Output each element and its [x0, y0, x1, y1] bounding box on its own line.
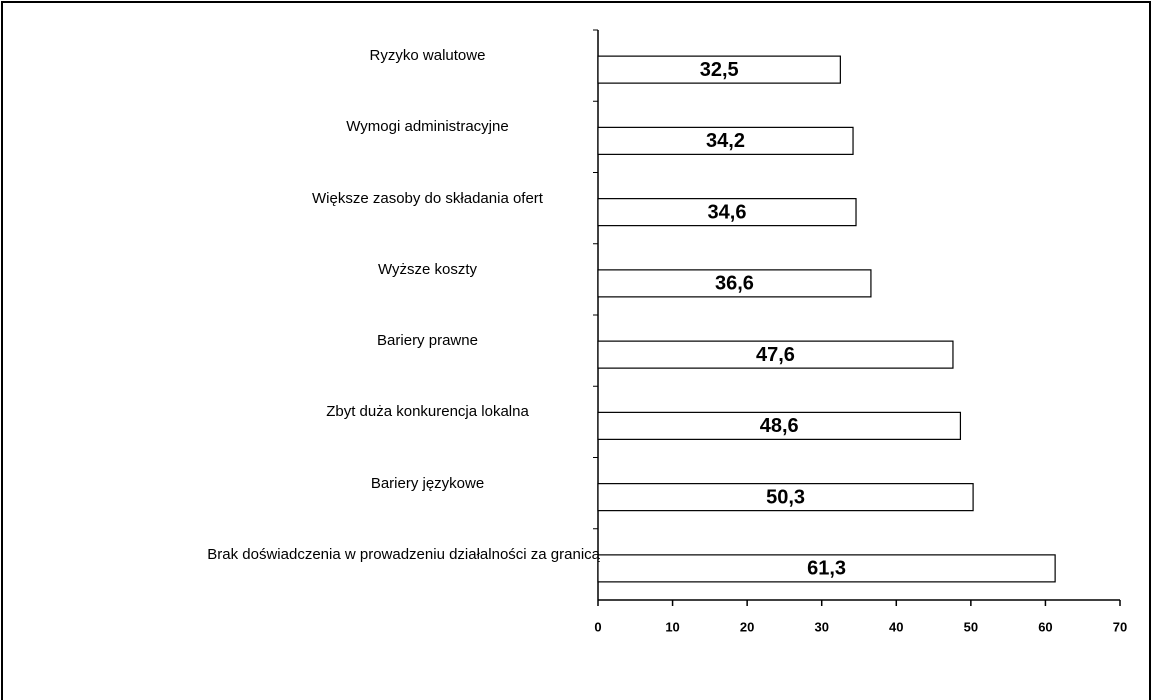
bar	[597, 411, 962, 440]
x-tick-label: 60	[1038, 619, 1052, 634]
value-label: 32,5	[700, 59, 739, 81]
x-tick-label: 0	[594, 619, 601, 634]
bar	[597, 198, 857, 227]
category-label: Wymogi administracyjne	[346, 118, 509, 136]
x-tick-label: 10	[665, 619, 679, 634]
value-label: 34,6	[708, 201, 747, 223]
value-label: 50,3	[766, 486, 805, 508]
bar	[597, 269, 872, 298]
bar	[597, 483, 974, 512]
category-label: Wyższe koszty	[377, 260, 478, 278]
bar	[597, 554, 1056, 583]
bar	[597, 55, 841, 84]
category-label: Większe zasoby do składania ofert	[312, 189, 543, 207]
value-label: 34,2	[706, 130, 745, 152]
x-tick-label: 70	[1113, 619, 1127, 634]
category-label: Brak doświadczenia w prowadzeniu działal…	[207, 545, 600, 563]
x-tick-label: 50	[964, 619, 978, 634]
bar	[597, 340, 954, 369]
category-label: Bariery prawne	[377, 332, 478, 350]
category-label: Bariery językowe	[370, 474, 485, 492]
category-label: Zbyt duża konkurencja lokalna	[326, 403, 529, 421]
value-label: 48,6	[760, 415, 799, 437]
x-tick-label: 20	[740, 619, 754, 634]
value-label: 61,3	[807, 558, 846, 580]
bar	[597, 126, 854, 155]
value-label: 36,6	[715, 273, 754, 295]
category-label: Ryzyko walutowe	[369, 47, 486, 65]
x-tick-label: 30	[814, 619, 828, 634]
x-tick-label: 40	[889, 619, 903, 634]
value-label: 47,6	[756, 344, 795, 366]
